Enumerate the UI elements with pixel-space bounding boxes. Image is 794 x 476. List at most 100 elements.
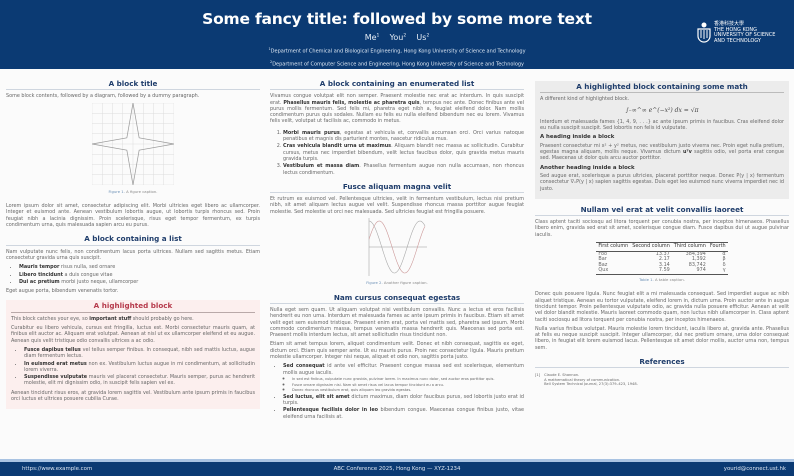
author: Me1 — [364, 33, 380, 42]
list-item: Dui ac pretium morbi justo neque, ullamc… — [19, 279, 260, 285]
table-cell: α — [722, 250, 726, 257]
column-middle: A block containing an enumerated list Vi… — [270, 78, 524, 423]
list-item: In euismod erat metus non ex. Vestibulum… — [24, 361, 255, 374]
highlighted-block: A highlighted block This block catches y… — [6, 300, 260, 410]
table-cell: 384,394 — [685, 250, 706, 257]
block-title: Nullam vel erat at velit convallis laore… — [535, 206, 789, 217]
table-cell: Foo — [598, 250, 607, 257]
column-right: A highlighted block containing some math… — [535, 78, 789, 387]
block-text: Curabitur eu libero vehicula, cursus est… — [11, 325, 255, 344]
star-diagram — [91, 102, 175, 185]
list-item: Mauris tempor risus nulla, sed ornare — [19, 264, 260, 270]
affiliation: 1Department of Chemical and Biological E… — [268, 47, 526, 55]
block-text: Praesent consectetur mi x² + y² metus, n… — [540, 142, 784, 162]
block-heading: A heading inside a block — [540, 134, 615, 141]
block-title: Fusce aliquam magna velit — [270, 183, 524, 194]
table-row: Foo 13.37 384,394 α — [596, 251, 727, 257]
figure-2 — [270, 218, 524, 278]
table-cell: β — [722, 256, 726, 263]
block-text: Class aptent taciti sociosqu ad litora t… — [535, 219, 789, 238]
table-cell: γ — [707, 268, 728, 276]
block-text: Et rutrum ex euismod vel. Pellentesque u… — [270, 196, 524, 215]
bullet-list: Fusce dapibus tellus vel tellus semper f… — [11, 347, 255, 387]
footer-stripe — [0, 459, 794, 462]
list-item: Vestibulum et massa diam. Phasellus ferm… — [283, 163, 524, 176]
list-item: In sed est finibus, vulputate nunc gravi… — [292, 377, 524, 382]
table-cell: 1,392 — [691, 256, 706, 263]
table-cell: 83,742 — [688, 261, 706, 268]
author-list: Me1 You2 Us2 — [0, 33, 794, 42]
block-text: Nulla eget sem quam. Ut aliquam volutpat… — [270, 306, 524, 339]
block-title: A block containing an enumerated list — [270, 80, 524, 91]
block-text: Aenean tincidunt risus eros, at gravida … — [11, 389, 255, 403]
data-table: First column Second column Third column Fou… — [596, 242, 728, 276]
block-title: References — [535, 358, 789, 369]
list-item: Fusce dapibus tellus vel tellus semper f… — [24, 347, 255, 360]
block-text: Nam vulputate nunc felis, non condimentu… — [6, 248, 260, 261]
block-text: Interdum et malesuada fames {1, 4, 9, . … — [540, 118, 784, 132]
block-text: Donec quis posuere ligula. Nunc feugiat … — [535, 291, 789, 323]
bullet-list: Sed consequat id ante vel efficitur. Pra… — [270, 363, 524, 420]
enumerated-list: Morbi mauris purus, egestas at vehicula … — [270, 130, 524, 176]
table-cell: 13.37 — [655, 250, 670, 257]
equation: ∫₋∞^∞ e^(−x²) dx = √π — [625, 106, 699, 114]
table-row: Baz 3.14 83,742 δ — [596, 261, 727, 269]
table-caption: Table 1. A table caption. — [639, 277, 685, 283]
block-text: A different kind of highlighted block. — [540, 96, 630, 103]
list-item: Libero tincidunt a duis congue vitae — [19, 272, 260, 278]
university-logo: 香港科技大學 THE HONG KONG UNIVERSITY OF SCIENCE… — [697, 21, 775, 44]
block-text: Eget augue porta, bibendum venenatis tor… — [6, 288, 119, 295]
list-item: Morbi mauris purus, egestas at vehicula … — [283, 130, 524, 143]
block-text: Vivamus congue volutpat elit non semper.… — [270, 93, 524, 125]
list-item: Fusce ornare dignissim nisi. Nam sit ame… — [292, 383, 524, 388]
table-cell: Baz — [598, 261, 608, 268]
block-text: Nulla varius finibus volutpat. Mauris mo… — [535, 325, 789, 351]
table-cell: 974 — [671, 268, 708, 276]
sub-list: In sed est finibus, vulputate nunc gravi… — [283, 377, 524, 393]
figure-caption: Figure 1. A figure caption. — [108, 188, 158, 194]
table-cell: Bar — [598, 256, 607, 263]
footer-conference: ABC Conference 2025, Hong Kong — XYZ-123… — [333, 466, 461, 472]
list-item: Sed luctus, elit sit amet dictum maximus… — [283, 394, 524, 407]
block-text: Sed augue erat, scelerisque a purus ultr… — [540, 172, 784, 192]
block-text: Etiam sit amet tempus lorem, aliquet con… — [270, 341, 524, 361]
table-header: Fourth — [707, 242, 728, 252]
block-text: Lorem ipsum dolor sit amet, consectetur … — [6, 203, 260, 229]
block-title: A highlighted block — [11, 300, 255, 313]
footer-email-link[interactable]: yourid@connect.ust.hk — [723, 466, 786, 472]
list-item: Donec rhoncus vestibulum erat, quis aliq… — [292, 388, 524, 393]
figure-1 — [6, 102, 260, 187]
column-left: A block title Some block contents, follo… — [6, 78, 260, 410]
math-block: A highlighted block containing some math… — [535, 81, 789, 199]
sine-plot — [368, 218, 427, 277]
list-item: Sed consequat id ante vel efficitur. Pra… — [283, 363, 524, 392]
table-header: Third column — [671, 242, 708, 252]
block-heading: Another heading inside a block — [540, 164, 635, 171]
table-row: Bar 2.17 1,392 β — [596, 257, 727, 263]
table-header: Second column — [630, 242, 672, 252]
block-title: Nam cursus consequat egestas — [270, 293, 524, 304]
bullet-list: Mauris tempor risus nulla, sed ornare Li… — [6, 264, 260, 285]
block-title: A block containing a list — [6, 235, 260, 246]
poster-footer: https://www.example.com ABC Conference 2… — [0, 462, 794, 476]
table-row: Qux 7.59 974 γ — [596, 268, 728, 276]
list-item: Cras vehicula blandit urna ut maximus. A… — [283, 143, 524, 162]
list-item: Pellentesque facilisis dolor in leo bibe… — [283, 407, 524, 420]
author: Us2 — [416, 33, 430, 42]
table-cell: Qux — [596, 268, 631, 276]
block-title: A block title — [6, 80, 260, 91]
table-cell: 2.17 — [658, 256, 670, 263]
author: You2 — [389, 33, 407, 42]
footer-url-link[interactable]: https://www.example.com — [22, 466, 93, 472]
table-cell: 3.14 — [658, 261, 670, 268]
reference-item: [1] Claude E. Shannon. A mathematical the… — [535, 373, 638, 387]
figure-caption: Figure 2. Another figure caption. — [366, 280, 428, 286]
block-text: This block catches your eye, so importan… — [11, 315, 194, 322]
table-cell: 7.59 — [630, 268, 672, 276]
table-cell: δ — [722, 261, 726, 268]
block-text: Some block contents, followed by a diagr… — [6, 93, 200, 100]
poster-header: Some fancy title: followed by some more … — [0, 0, 794, 69]
table-header: First column — [596, 242, 631, 252]
list-item: Suspendisse vulputate mauris vel placera… — [24, 374, 255, 387]
block-title: A highlighted block containing some math — [540, 81, 784, 94]
